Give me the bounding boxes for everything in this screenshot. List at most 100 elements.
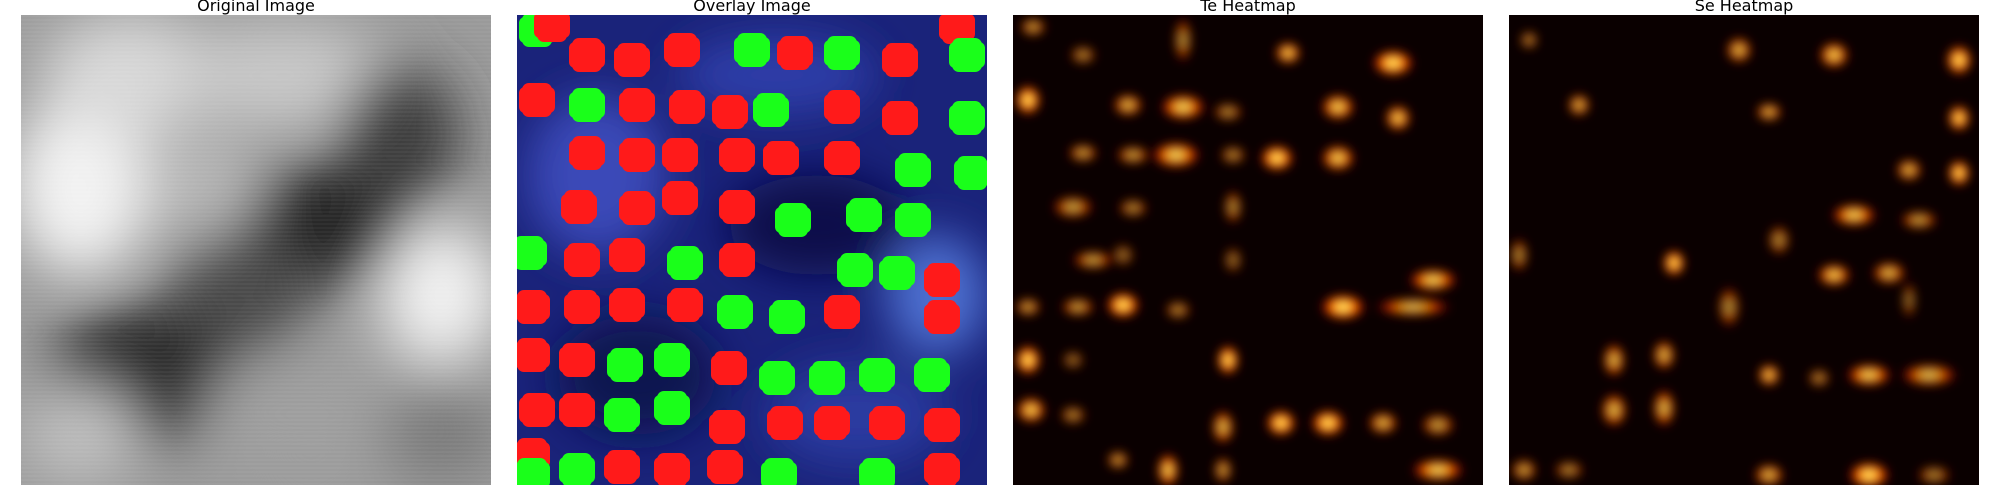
panel-original: Original Image	[21, 0, 491, 500]
red-marker	[564, 290, 600, 324]
red-marker	[869, 406, 905, 440]
red-marker	[662, 138, 698, 172]
red-marker	[719, 190, 755, 224]
red-marker	[669, 90, 705, 124]
heat-blob	[1265, 409, 1297, 437]
heat-blob	[1223, 189, 1243, 225]
red-marker	[824, 141, 860, 175]
red-marker	[559, 343, 595, 377]
heat-blob	[1060, 297, 1096, 317]
heat-blob	[1725, 36, 1753, 64]
heat-blob	[1105, 291, 1141, 319]
red-marker	[924, 453, 960, 485]
red-marker	[619, 138, 655, 172]
heat-blob	[1845, 363, 1893, 387]
heat-blob	[1274, 41, 1302, 65]
overlay-markers	[517, 15, 987, 485]
original-image-svg	[21, 15, 491, 485]
heat-blob	[1895, 158, 1923, 182]
heat-blob	[1947, 104, 1971, 132]
heat-blob	[1059, 405, 1087, 425]
panel-se-heatmap: Se Heatmap	[1509, 0, 1979, 500]
heat-blob	[1662, 249, 1686, 277]
heat-blob	[1219, 145, 1247, 165]
green-marker	[517, 236, 547, 270]
green-marker	[954, 156, 987, 190]
heat-blob	[1652, 339, 1676, 371]
panel-title-se: Se Heatmap	[1694, 0, 1794, 15]
heat-blob	[1216, 344, 1240, 376]
green-marker	[717, 295, 753, 329]
red-marker	[519, 83, 555, 117]
heat-blob	[1567, 93, 1591, 117]
green-marker	[895, 203, 931, 237]
red-marker	[654, 453, 690, 485]
panel-te-heatmap: Te Heatmap	[1013, 0, 1483, 500]
heat-blob	[1899, 210, 1939, 230]
heat-blob	[1150, 141, 1202, 169]
heat-blob	[1371, 49, 1415, 77]
heat-blob	[1509, 237, 1529, 273]
green-marker	[559, 453, 595, 485]
red-marker	[609, 238, 645, 272]
red-marker	[604, 450, 640, 484]
red-marker	[814, 406, 850, 440]
red-marker	[709, 410, 745, 444]
heat-blob	[1019, 17, 1047, 37]
heat-blob	[1213, 456, 1233, 484]
heat-blob	[1602, 342, 1626, 378]
heat-blob	[1223, 246, 1243, 274]
heat-blob	[1156, 452, 1180, 485]
green-marker	[604, 398, 640, 432]
heat-blob	[1212, 102, 1244, 122]
red-marker	[767, 406, 803, 440]
heat-blob	[1319, 293, 1367, 321]
heat-blob	[1947, 159, 1971, 187]
heat-blob	[1901, 280, 1917, 320]
green-marker	[859, 358, 895, 392]
heat-blob	[1816, 263, 1852, 287]
heat-blob	[1818, 41, 1850, 69]
heat-blob	[1830, 203, 1878, 227]
overlay-image-svg	[517, 15, 987, 485]
heat-blob	[1014, 344, 1042, 376]
overlay-image	[517, 15, 987, 485]
green-marker	[914, 358, 950, 392]
heat-blob	[1320, 144, 1356, 172]
original-image	[21, 15, 491, 485]
heat-blob	[1755, 102, 1783, 122]
green-marker	[517, 458, 550, 485]
red-marker	[517, 290, 550, 324]
red-marker	[569, 136, 605, 170]
heat-blob	[1420, 413, 1456, 437]
red-marker	[924, 300, 960, 334]
heat-blob	[1061, 350, 1085, 370]
red-marker	[712, 95, 748, 129]
heat-blob	[1111, 243, 1135, 267]
heat-blob	[1367, 411, 1399, 435]
heat-blob	[1112, 93, 1144, 117]
green-marker	[759, 361, 795, 395]
heat-blob	[1051, 195, 1095, 219]
red-marker	[924, 263, 960, 297]
green-marker	[654, 343, 690, 377]
green-marker	[949, 101, 985, 135]
green-marker	[879, 256, 915, 290]
green-marker	[761, 458, 797, 485]
heat-blob	[1014, 84, 1042, 116]
red-marker	[719, 243, 755, 277]
se-heatmap-blobs	[1509, 30, 1973, 485]
red-marker	[564, 243, 600, 277]
heat-blob	[1320, 93, 1356, 121]
heat-blob	[1767, 224, 1791, 256]
heat-blob	[1384, 104, 1412, 132]
red-marker	[609, 288, 645, 322]
panel-overlay: Overlay Image	[517, 0, 987, 500]
heat-blob	[1071, 250, 1115, 270]
red-marker	[882, 101, 918, 135]
heat-blob	[1373, 297, 1453, 317]
heat-blob	[1117, 198, 1149, 218]
green-marker	[846, 198, 882, 232]
se-heatmap-svg	[1509, 15, 1979, 485]
heat-blob	[1106, 450, 1130, 470]
